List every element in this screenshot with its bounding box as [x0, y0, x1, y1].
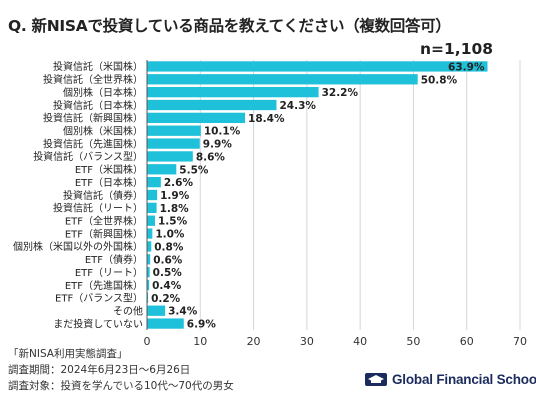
category-label: 投資信託（全世界株） — [43, 73, 143, 86]
category-label: ETF（日本株） — [75, 176, 143, 189]
x-tick-label: 70 — [513, 335, 527, 348]
company-logo: Global Financial School — [365, 371, 536, 387]
category-label: 個別株（米国株） — [63, 125, 143, 138]
value-label: 0.5% — [153, 267, 183, 279]
value-label: 8.6% — [196, 151, 226, 163]
value-label: 0.8% — [154, 241, 184, 253]
category-label: 投資信託（債券） — [63, 189, 143, 202]
sample-size: n=1,108 — [420, 40, 494, 58]
category-label: 投資信託（米国株） — [53, 60, 143, 73]
bar — [147, 305, 166, 316]
survey-period-note: 調査期間：2024年6月23日〜6月26日 — [8, 364, 191, 376]
survey-name-note: 「新NISA利用実態調査」 — [8, 348, 128, 360]
bar — [147, 125, 201, 136]
category-label: 投資信託（新興国株） — [43, 112, 143, 125]
survey-target-note: 調査対象：投資を学んでいる10代〜70代の男女 — [8, 380, 234, 392]
bar — [147, 254, 151, 265]
value-label: 1.9% — [160, 190, 190, 202]
category-label: ETF（債券） — [85, 253, 143, 266]
category-label: ETF（リート） — [75, 267, 143, 279]
bar — [147, 151, 193, 162]
value-label: 1.5% — [158, 216, 188, 228]
category-label: 個別株（日本株） — [63, 86, 143, 99]
value-label: 5.5% — [179, 164, 209, 176]
x-tick-label: 10 — [193, 335, 207, 348]
category-label: ETF（バランス型） — [55, 292, 143, 305]
category-label: その他 — [113, 305, 143, 318]
value-label: 0.2% — [151, 293, 181, 305]
value-label: 18.4% — [248, 113, 285, 125]
category-label: ETF（全世界株） — [65, 215, 143, 228]
bar — [147, 138, 200, 149]
value-label: 10.1% — [204, 126, 241, 138]
category-label: まだ投資していない — [53, 317, 143, 330]
value-label: 1.0% — [155, 229, 185, 241]
bar — [147, 87, 319, 98]
category-label: 投資信託（リート） — [53, 202, 143, 215]
category-label: 投資信託（日本株） — [53, 99, 143, 112]
bar — [147, 189, 158, 201]
bar — [147, 177, 161, 188]
value-label: 1.8% — [160, 203, 190, 215]
value-label: 0.4% — [152, 280, 182, 292]
bar — [147, 267, 150, 278]
bar — [147, 164, 177, 175]
bar — [147, 318, 184, 329]
x-tick-label: 20 — [247, 335, 261, 348]
x-tick-label: 50 — [406, 335, 420, 348]
category-label: ETF（先進国株） — [65, 279, 143, 292]
bar — [147, 112, 246, 123]
category-label: 投資信託（バランス型） — [33, 150, 143, 163]
bar — [147, 228, 153, 239]
company-name: Global Financial School — [392, 371, 536, 387]
bar — [147, 215, 155, 226]
x-tick-label: 0 — [144, 335, 151, 348]
value-label: 0.6% — [153, 254, 183, 266]
value-label: 2.6% — [164, 177, 194, 189]
bar — [147, 202, 157, 213]
bar — [147, 292, 149, 303]
value-label: 3.4% — [168, 306, 198, 318]
value-label: 32.2% — [322, 87, 359, 99]
category-label: 個別株（米国以外の外国株） — [13, 240, 143, 253]
bar — [147, 61, 488, 72]
x-tick-label: 40 — [353, 335, 367, 348]
category-label: ETF（米国株） — [75, 163, 143, 176]
x-tick-label: 60 — [460, 335, 474, 348]
value-label: 50.8% — [421, 74, 458, 86]
value-label: 63.9% — [448, 61, 485, 73]
category-label: 投資信託（先進国株） — [43, 137, 143, 150]
school-crest-icon — [365, 373, 387, 386]
bar — [147, 99, 277, 111]
bar — [147, 241, 152, 252]
x-tick-label: 30 — [300, 335, 314, 348]
chart-title: Q. 新NISAで投資している商品を教えてください（複数回答可） — [8, 17, 451, 35]
value-label: 6.9% — [187, 319, 217, 331]
bar — [147, 279, 150, 291]
value-label: 24.3% — [279, 100, 316, 112]
bar — [147, 74, 418, 85]
value-label: 9.9% — [203, 139, 233, 151]
category-label: ETF（新興国株） — [65, 227, 143, 240]
